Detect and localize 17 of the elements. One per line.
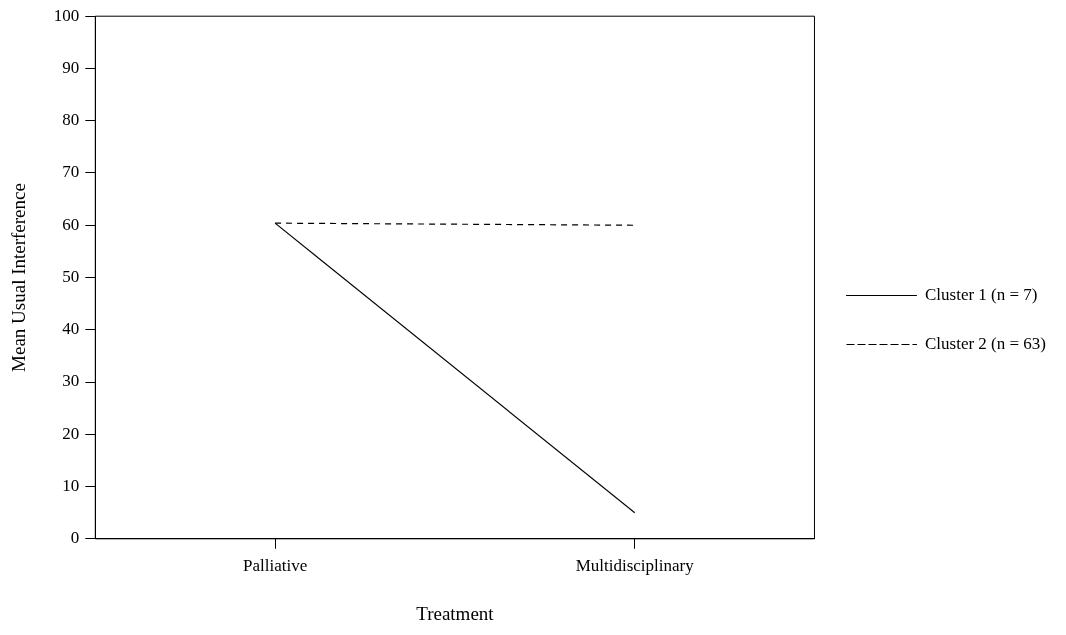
y-tick-label: 20	[62, 423, 80, 443]
y-tick-label: 70	[62, 162, 80, 182]
legend-label: Cluster 2 (n = 63)	[924, 333, 1047, 353]
y-axis-title: Mean Usual Interference	[8, 183, 30, 372]
y-tick-label: 80	[62, 110, 80, 130]
y-tick-label: 60	[62, 214, 80, 234]
y-tick-label: 40	[62, 319, 80, 339]
y-tick-label: 100	[53, 5, 80, 25]
x-tick-label: Multidisciplinary	[575, 556, 695, 576]
y-tick-label: 0	[70, 528, 80, 548]
y-tick-label: 50	[62, 266, 80, 286]
x-tick-label: Palliative	[242, 556, 308, 576]
x-axis-title: Treatment	[416, 602, 495, 624]
y-tick-label: 10	[62, 476, 80, 496]
legend-label: Cluster 1 (n = 7)	[924, 284, 1038, 304]
y-tick-label: 30	[62, 371, 80, 391]
y-tick-label: 90	[62, 57, 80, 77]
